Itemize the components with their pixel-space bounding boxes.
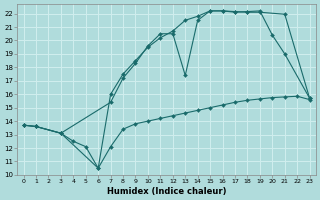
- X-axis label: Humidex (Indice chaleur): Humidex (Indice chaleur): [107, 187, 226, 196]
